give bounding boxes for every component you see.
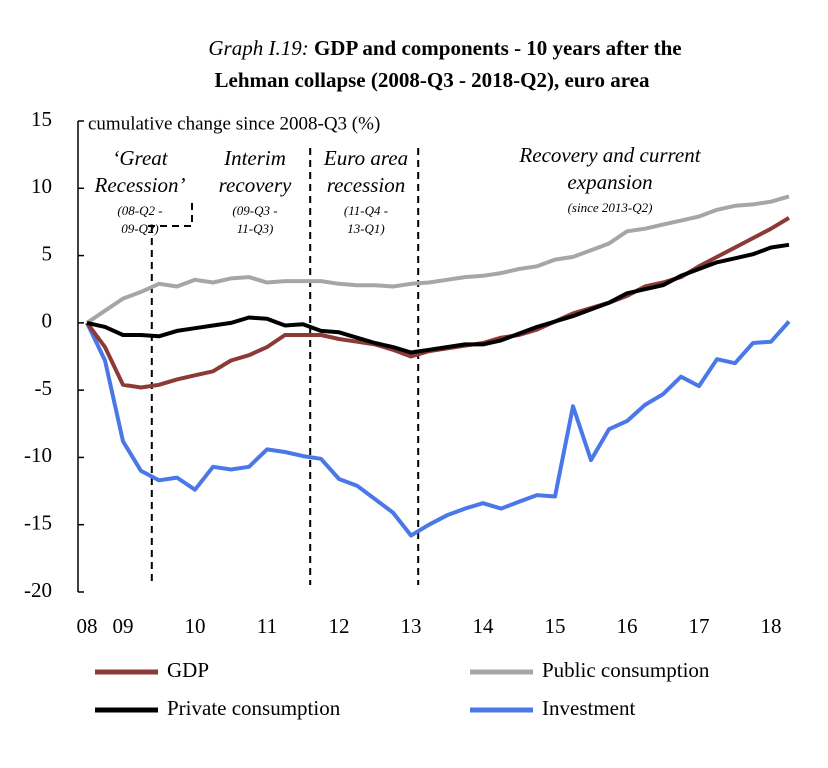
- series-line: [86, 242, 790, 355]
- x-tick-label: 15: [545, 614, 566, 638]
- x-tick-label: 11: [257, 614, 277, 638]
- series-line: [85, 194, 790, 325]
- x-tick-label: 10: [185, 614, 206, 638]
- annotation: ‘Great: [112, 146, 168, 170]
- x-tick-label: 17: [689, 614, 710, 638]
- annotation-note: (11-Q4 -: [344, 203, 388, 218]
- y-tick-label: 0: [42, 309, 53, 333]
- y-axis-label: cumulative change since 2008-Q3 (%): [88, 113, 380, 134]
- title-prefix: Graph I.19:: [208, 36, 308, 60]
- annotation-note: (08-Q2 -: [117, 203, 162, 218]
- x-tick-label: 14: [473, 614, 495, 638]
- title-line: Lehman collapse (2008-Q3 - 2018-Q2), eur…: [215, 68, 650, 92]
- y-tick-label: -15: [24, 511, 52, 535]
- annotation: Recession’: [94, 173, 186, 197]
- annotation-note: 13-Q1): [347, 221, 385, 236]
- legend-label: Public consumption: [542, 658, 710, 682]
- annotation: Interim: [223, 146, 286, 170]
- legend-label: GDP: [167, 658, 209, 682]
- legend-label: Private consumption: [167, 696, 341, 720]
- x-tick-label: 16: [617, 614, 638, 638]
- y-tick-label: -10: [24, 443, 52, 467]
- x-tick-label: 08: [77, 614, 98, 638]
- x-tick-label: 12: [329, 614, 350, 638]
- x-tick-label: 09: [113, 614, 134, 638]
- annotation-note: (since 2013-Q2): [568, 200, 653, 215]
- series-line: [85, 320, 791, 538]
- annotation: Recovery and current: [518, 143, 701, 167]
- annotation: recession: [327, 173, 406, 197]
- annotation-note: 11-Q3): [237, 221, 274, 236]
- y-tick-label: 5: [42, 241, 53, 265]
- series-line: [85, 216, 791, 390]
- y-tick-label: -20: [24, 578, 52, 602]
- annotation: Euro area: [323, 146, 408, 170]
- annotation: recovery: [219, 173, 292, 197]
- chart-title: Graph I.19: GDP and components - 10 year…: [208, 36, 681, 60]
- title-line: GDP and components - 10 years after the: [314, 36, 682, 60]
- annotation-note: (09-Q3 -: [232, 203, 277, 218]
- x-tick-label: 13: [401, 614, 422, 638]
- legend-label: Investment: [542, 696, 635, 720]
- annotation-note: 09-Q2): [121, 221, 159, 236]
- x-tick-label: 18: [761, 614, 782, 638]
- y-tick-label: -5: [35, 376, 53, 400]
- annotation: expansion: [567, 170, 652, 194]
- y-tick-label: 10: [31, 174, 52, 198]
- y-tick-label: 15: [31, 107, 52, 131]
- period-bracket: [148, 198, 193, 227]
